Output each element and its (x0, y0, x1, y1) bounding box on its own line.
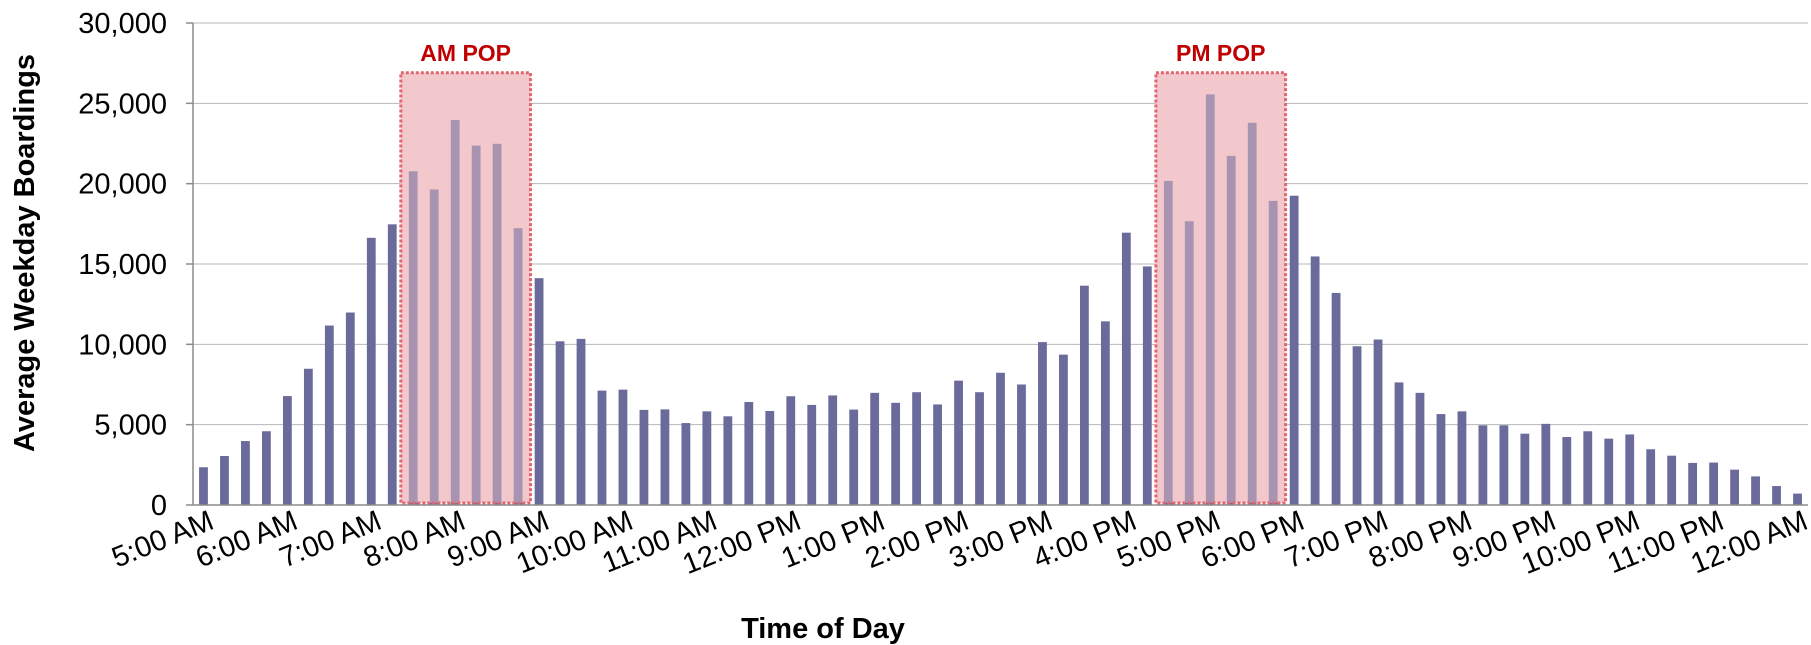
bar (1352, 346, 1362, 505)
bar (1331, 292, 1341, 505)
bar (492, 143, 502, 505)
bar (282, 396, 292, 505)
bar (1142, 266, 1152, 505)
bar (933, 404, 942, 505)
bar (450, 120, 460, 505)
bar (618, 389, 628, 505)
bar (1289, 195, 1299, 505)
bar (1499, 425, 1509, 505)
bar (1520, 433, 1530, 505)
bar (1562, 437, 1572, 505)
bar (1373, 339, 1383, 505)
bar (241, 441, 250, 505)
bar (1184, 221, 1194, 505)
bar (534, 278, 544, 505)
bar (1730, 469, 1739, 505)
bar (849, 409, 859, 505)
bar (807, 404, 817, 505)
bar (828, 395, 838, 505)
bar (576, 338, 586, 505)
bar (870, 392, 880, 505)
highlight-region (400, 72, 531, 503)
bar (1394, 382, 1404, 505)
bar (891, 402, 901, 505)
bar (366, 237, 376, 505)
bar (975, 392, 984, 505)
bar (1646, 449, 1656, 505)
bar (1079, 285, 1089, 505)
bar (1793, 493, 1802, 505)
highlight-overlays: AM POP PM POP (399, 40, 1288, 505)
bar (471, 145, 481, 505)
bar (1751, 476, 1760, 505)
bar (262, 431, 271, 505)
bar (1226, 155, 1236, 505)
y-tick-label: 25,000 (78, 88, 167, 120)
bar (220, 455, 229, 505)
bar (1583, 431, 1593, 505)
y-tick-label: 10,000 (78, 329, 167, 361)
bar (387, 224, 397, 505)
highlight-region-label: AM POP (420, 40, 511, 66)
y-tick-labels: 0 5,000 10,000 15,000 20,000 25,000 30,000 (78, 8, 167, 522)
bar (555, 341, 565, 505)
y-tick-label: 30,000 (78, 8, 167, 40)
bar (1457, 411, 1467, 505)
bar (1436, 414, 1446, 505)
bar (429, 189, 439, 505)
bar (1667, 455, 1677, 505)
bar (1688, 462, 1698, 505)
bars (199, 94, 1802, 506)
y-tick-label: 0 (151, 490, 167, 522)
bar (765, 411, 775, 505)
highlight-region-border (1154, 71, 1288, 505)
bar (681, 423, 691, 505)
bar (345, 312, 355, 505)
bar (1121, 232, 1131, 506)
y-tick-label: 15,000 (78, 249, 167, 281)
x-axis-title: Time of Day (741, 613, 905, 645)
bar (1205, 94, 1215, 505)
bar (702, 411, 712, 505)
bar (912, 392, 922, 505)
bar (199, 467, 208, 505)
bar (1541, 423, 1551, 505)
bar (639, 409, 649, 505)
bar (1268, 200, 1278, 505)
bar (303, 368, 313, 505)
x-tick-labels: 5:00 AM6:00 AM7:00 AM8:00 AM9:00 AM10:00… (107, 505, 1811, 581)
y-tick-label: 5,000 (94, 410, 167, 442)
axes (186, 22, 1808, 506)
bar (1415, 392, 1425, 505)
bar (1604, 438, 1614, 505)
bar (996, 372, 1005, 505)
bar (1310, 256, 1320, 505)
bar (324, 325, 334, 505)
bar (513, 228, 523, 505)
bar (786, 396, 796, 505)
bar (1709, 462, 1719, 505)
bar (744, 402, 754, 505)
bar (1059, 354, 1068, 505)
bar (1247, 122, 1257, 506)
y-tick-label: 20,000 (78, 169, 167, 201)
bar (1017, 384, 1026, 505)
bar (1163, 180, 1173, 505)
bar (660, 409, 670, 505)
bar (1478, 425, 1488, 505)
highlight-regions (400, 72, 1286, 503)
highlight-region-border (399, 71, 533, 505)
bar (954, 380, 963, 505)
bar (1100, 321, 1110, 505)
bar (1625, 434, 1635, 505)
bar (408, 171, 418, 505)
y-axis-title: Average Weekday Boardings (9, 54, 41, 452)
bar (1772, 486, 1781, 505)
highlight-region-label: PM POP (1176, 40, 1265, 66)
bar (723, 416, 733, 505)
bar (1038, 342, 1047, 505)
highlight-region (1155, 72, 1286, 503)
bar (597, 390, 607, 505)
